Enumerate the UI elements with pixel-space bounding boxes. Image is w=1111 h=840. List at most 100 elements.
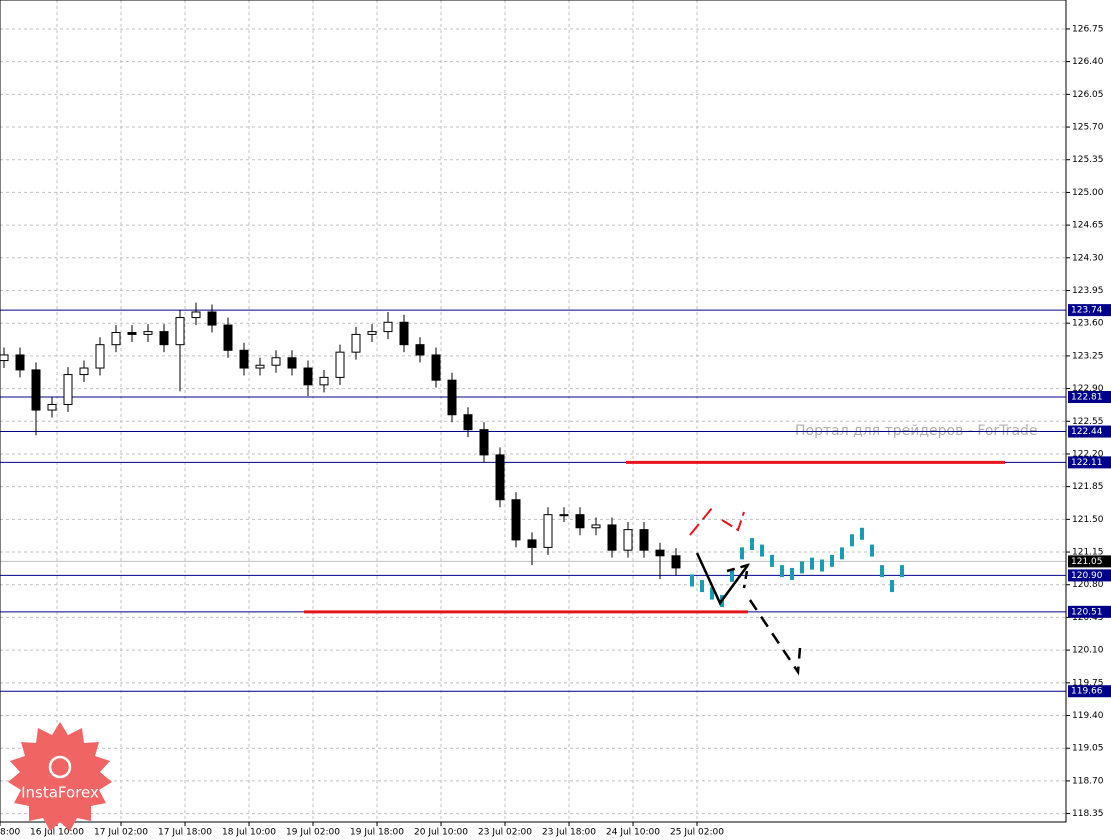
forecast-bar xyxy=(900,565,904,578)
x-tick-label: 20 Jul 10:00 xyxy=(414,828,468,838)
forecast-bar xyxy=(750,538,754,551)
logo-icon xyxy=(48,755,72,779)
drawn-arrow xyxy=(726,563,750,589)
drawn-arrow xyxy=(695,552,750,606)
watermark: Портал для трейдеров - ForTrade xyxy=(795,423,1038,439)
candle-body xyxy=(575,514,585,529)
forecast-bar xyxy=(810,557,814,570)
level-label: 119.66 xyxy=(1071,687,1103,697)
price-axis: 126.75 126.40 126.05 125.70 125.35 125.00 124.… xyxy=(0,24,1111,838)
y-tick-label: 122.20 xyxy=(1072,449,1104,459)
y-tick-label: 125.00 xyxy=(1072,188,1104,198)
candle-body xyxy=(0,354,9,362)
candle-body xyxy=(543,514,553,548)
drawn-arrow xyxy=(689,507,713,536)
y-tick-label: 122.55 xyxy=(1072,417,1104,427)
forecast-bar xyxy=(870,544,874,557)
x-tick-label: 16 Jul 10:00 xyxy=(30,828,84,838)
level-tag xyxy=(1068,685,1111,698)
x-tick-label: 19 Jul 02:00 xyxy=(286,828,340,838)
forecast-bar xyxy=(770,554,774,567)
candle-body xyxy=(591,524,601,529)
candle-body xyxy=(255,364,265,369)
candle-body xyxy=(239,349,249,369)
x-tick-label: 24 Jul 10:00 xyxy=(606,828,660,838)
y-tick-label: 119.75 xyxy=(1072,678,1104,688)
candle-body xyxy=(143,331,153,335)
candle-body xyxy=(495,454,505,501)
candle-body xyxy=(95,344,105,369)
x-tick-label: 19 Jul 18:00 xyxy=(350,828,404,838)
candle-body xyxy=(623,529,633,551)
forecast-bar xyxy=(760,544,764,557)
y-tick-label: 124.65 xyxy=(1072,221,1104,231)
grid xyxy=(0,0,1066,822)
candle-body xyxy=(271,357,281,366)
candle-body xyxy=(559,514,569,517)
y-tick-label: 121.50 xyxy=(1072,515,1104,525)
y-tick-label: 123.95 xyxy=(1072,286,1104,296)
current-price-tag xyxy=(1068,555,1111,568)
level-label: 122.81 xyxy=(1071,392,1103,402)
forecast-bar xyxy=(730,569,734,582)
forecast-bar xyxy=(710,587,714,600)
candle-body xyxy=(303,367,313,386)
level-label: 122.11 xyxy=(1071,458,1103,468)
candle-body xyxy=(15,354,25,371)
candle-body xyxy=(671,555,681,569)
candle-body xyxy=(463,414,473,431)
y-tick-label: 124.30 xyxy=(1072,253,1104,263)
candle-body xyxy=(447,379,457,416)
level-label: 120.90 xyxy=(1071,571,1103,581)
candle-body xyxy=(367,331,377,335)
drawn-arrow xyxy=(721,511,745,532)
candle-body xyxy=(79,367,89,376)
y-tick-label: 121.85 xyxy=(1072,482,1104,492)
y-tick-label: 119.40 xyxy=(1072,711,1104,721)
y-tick-label: 125.70 xyxy=(1072,123,1104,133)
y-tick-label: 123.60 xyxy=(1072,319,1104,329)
candle-body xyxy=(383,321,393,333)
y-tick-label: 121.15 xyxy=(1072,548,1104,558)
x-tick-label: 17 Jul 02:00 xyxy=(94,828,148,838)
level-label: 122.44 xyxy=(1071,427,1103,437)
candle-body xyxy=(511,499,521,541)
candle-body xyxy=(639,529,649,551)
level-label: 120.51 xyxy=(1071,607,1103,617)
candle-body xyxy=(607,524,617,551)
candle-body xyxy=(175,317,185,346)
x-tick-label: 25 Jul 02:00 xyxy=(670,828,724,838)
current-price-label: 121.05 xyxy=(1071,557,1103,567)
y-tick-label: 120.45 xyxy=(1072,613,1104,623)
candle-body xyxy=(479,429,489,456)
forecast-bar xyxy=(790,567,794,580)
y-tick-label: 120.80 xyxy=(1072,580,1104,590)
candle-body xyxy=(31,369,41,411)
drawn-arrow xyxy=(748,599,802,676)
forecast-bar xyxy=(740,547,744,560)
candle-body xyxy=(527,539,537,548)
candle-body xyxy=(415,344,425,356)
candle-body xyxy=(111,332,121,346)
level-tag xyxy=(1068,390,1111,403)
y-tick-label: 126.40 xyxy=(1072,57,1104,67)
y-tick-label: 122.90 xyxy=(1072,384,1104,394)
y-tick-label: 119.05 xyxy=(1072,744,1104,754)
candle-body xyxy=(655,549,665,557)
candle-body xyxy=(127,332,137,335)
y-tick-label: 125.35 xyxy=(1072,155,1104,165)
x-tick-label: 17 Jul 18:00 xyxy=(158,828,212,838)
forecast-bar xyxy=(860,527,864,540)
candle-body xyxy=(431,354,441,381)
forecast-bar xyxy=(700,580,704,593)
y-tick-label: 123.25 xyxy=(1072,351,1104,361)
candle-body xyxy=(335,351,345,378)
level-label: 123.74 xyxy=(1071,306,1103,316)
y-tick-label: 120.10 xyxy=(1072,646,1104,656)
forecast-bar xyxy=(820,559,824,572)
candle-body xyxy=(159,331,169,346)
level-tag xyxy=(1068,425,1111,438)
candle-body xyxy=(207,311,217,326)
level-tag xyxy=(1068,304,1111,317)
